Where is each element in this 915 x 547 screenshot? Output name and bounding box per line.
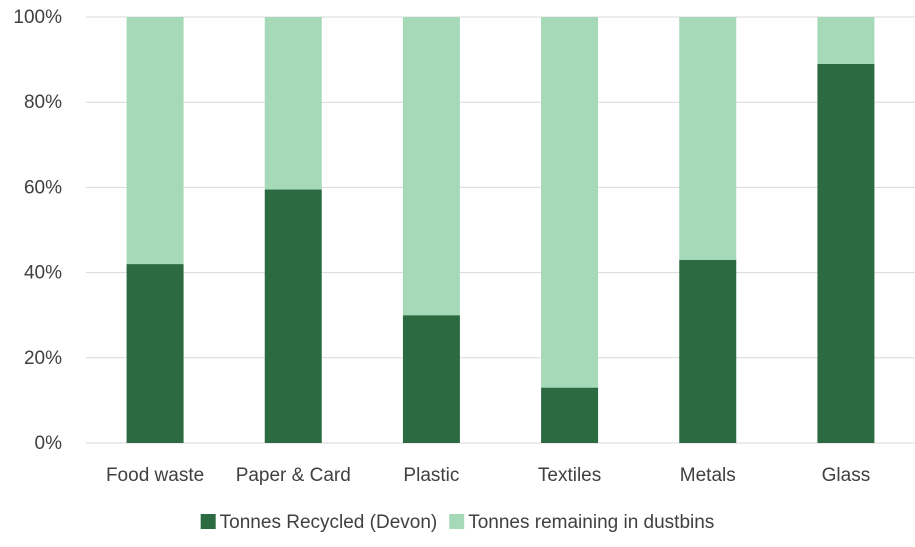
bar-segment-remaining [541, 17, 599, 388]
x-tick-label: Metals [680, 465, 736, 486]
bar-segment-remaining [126, 17, 184, 265]
x-tick-label: Paper & Card [236, 465, 351, 486]
y-tick-label: 0% [35, 433, 63, 454]
x-tick-label: Glass [822, 465, 871, 486]
y-axis-ticks: 0% 20% 40% 60% 80% 100% [13, 7, 62, 454]
y-tick-label: 80% [24, 92, 62, 113]
bar-segment-recycled [402, 315, 460, 443]
x-tick-label: Food waste [106, 465, 204, 486]
bar-segment-remaining [817, 17, 875, 64]
bar-segment-remaining [264, 17, 322, 190]
bar-segment-remaining [402, 17, 460, 316]
legend-label: Tonnes Recycled (Devon) [220, 512, 438, 533]
bars [126, 17, 875, 444]
bar-segment-recycled [264, 189, 322, 443]
bar-segment-remaining [679, 17, 737, 260]
y-tick-label: 20% [24, 348, 62, 369]
y-tick-label: 60% [24, 177, 62, 198]
y-tick-label: 100% [13, 7, 62, 28]
bar-segment-recycled [541, 387, 599, 443]
legend-label: Tonnes remaining in dustbins [468, 512, 714, 533]
legend-swatch [449, 514, 465, 529]
bar-segment-recycled [126, 264, 184, 443]
bar-segment-recycled [817, 63, 875, 444]
bar-segment-recycled [679, 259, 737, 443]
legend: Tonnes Recycled (Devon) Tonnes remaining … [200, 512, 714, 533]
x-tick-label: Plastic [403, 465, 459, 486]
legend-swatch [200, 514, 216, 529]
x-axis-ticks: Food waste Paper & Card Plastic Textiles Met… [106, 465, 870, 486]
gridlines [86, 16, 915, 444]
x-tick-label: Textiles [538, 465, 601, 486]
y-tick-label: 40% [24, 263, 62, 284]
